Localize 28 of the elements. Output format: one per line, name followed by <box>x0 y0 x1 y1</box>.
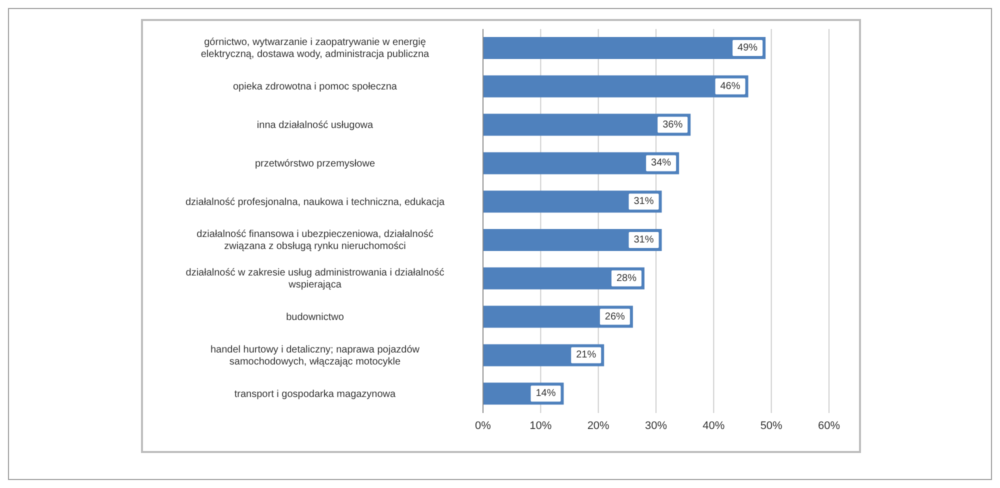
y-tick-label: inna działalność usługowa <box>256 120 374 130</box>
x-tick-label: 30% <box>644 420 668 432</box>
y-tick-label: transport i gospodarka magazynowa <box>234 388 396 400</box>
data-label: 14% <box>536 388 556 400</box>
y-tick-label: działalność finansowa i ubezpieczeniowa, działalność związana z obsługą rynku nieruchomości <box>196 228 434 252</box>
y-tick-label: działalność profesjonalna, naukowa i techniczna, edukacja <box>185 196 445 208</box>
x-tick-label: 10% <box>530 420 552 432</box>
y-tick-label: przetwórstwo przemysłowe <box>254 158 376 169</box>
y-tick-label: opieka zdrowotna i pomoc społeczna <box>233 81 398 92</box>
x-tick-label: 40% <box>702 420 725 432</box>
y-tick-label: górnictwo, wytwarzanie i zaopatrywanie w energię elektryczną, dostawa wody, administracja publiczna <box>200 36 430 60</box>
data-label: 36% <box>662 119 683 130</box>
data-label: 31% <box>634 234 654 246</box>
data-label: 46% <box>720 80 740 92</box>
y-tick-label: działalność w zakresie usług administrowania i działalność wspierająca <box>186 267 444 290</box>
data-label: 21% <box>576 350 596 361</box>
x-tick-label: 20% <box>587 420 610 432</box>
data-label: 28% <box>616 272 637 284</box>
data-label: 49% <box>738 42 758 54</box>
bar <box>483 37 766 59</box>
x-tick-label: 60% <box>818 420 840 432</box>
x-tick-label: 0% <box>475 420 492 432</box>
data-label: 26% <box>604 311 626 322</box>
data-label: 31% <box>634 196 654 208</box>
y-tick-label: budownictwo <box>286 312 344 322</box>
data-label: 34% <box>651 158 672 169</box>
x-tick-label: 50% <box>760 420 783 432</box>
y-tick-label: handel hurtowy i detaliczny; naprawa pojazdów samochodowych, włączając motocykle <box>210 344 420 367</box>
